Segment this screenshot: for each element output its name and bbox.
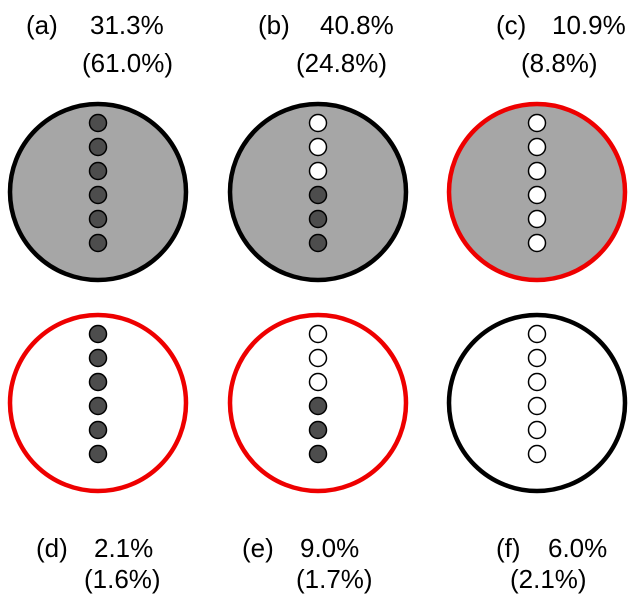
panel-b-dot-4 <box>308 185 328 205</box>
panel-c-dot-5 <box>527 209 547 229</box>
panel-e-dot-5 <box>308 420 328 440</box>
panel-d-sub: (1.6%) <box>84 564 161 594</box>
panel-d-dot-6 <box>88 444 108 464</box>
panel-d-dot-3 <box>88 372 108 392</box>
panel-d-dot-4 <box>88 396 108 416</box>
panel-c-letter: (c) <box>496 10 527 40</box>
panel-a-dot-6 <box>88 233 108 253</box>
panel-e-sub: (1.7%) <box>296 564 373 594</box>
panel-f-dot-5 <box>527 420 547 440</box>
panel-b-sub: (24.8%) <box>296 48 388 78</box>
panel-e-percent: 9.0% <box>300 533 360 563</box>
panel-a-letter: (a) <box>26 10 58 40</box>
panel-d-dot-2 <box>88 348 108 368</box>
panel-c-dot-3 <box>527 161 547 181</box>
panel-a <box>7 101 189 283</box>
panel-d-dot-1 <box>88 324 108 344</box>
panel-c-dot-1 <box>527 113 547 133</box>
panel-f-dot-1 <box>527 324 547 344</box>
panel-f-dot-6 <box>527 444 547 464</box>
panel-f-dot-4 <box>527 396 547 416</box>
panel-c-dot-4 <box>527 185 547 205</box>
panel-c-sub: (8.8%) <box>521 48 598 78</box>
panel-c <box>446 101 628 283</box>
panel-b-dot-6 <box>308 233 328 253</box>
panel-e <box>227 312 409 494</box>
panel-e-dot-1 <box>308 324 328 344</box>
panel-b-letter: (b) <box>258 10 290 40</box>
panel-f-letter: (f) <box>496 533 521 563</box>
panel-a-percent: 31.3% <box>90 10 164 40</box>
panel-a-sub: (61.0%) <box>82 48 174 78</box>
panel-f-percent: 6.0% <box>548 533 608 563</box>
panel-c-dot-6 <box>527 233 547 253</box>
panel-a-dot-2 <box>88 137 108 157</box>
panel-e-dot-6 <box>308 444 328 464</box>
panel-c-dot-2 <box>527 137 547 157</box>
panel-d-percent: 2.1% <box>94 533 154 563</box>
panel-f-sub: (2.1%) <box>510 564 587 594</box>
panel-b-dot-2 <box>308 137 328 157</box>
panel-d-dot-5 <box>88 420 108 440</box>
panel-e-letter: (e) <box>242 533 274 563</box>
panel-e-dot-3 <box>308 372 328 392</box>
panel-a-dot-3 <box>88 161 108 181</box>
panel-a-dot-1 <box>88 113 108 133</box>
panel-b-dot-1 <box>308 113 328 133</box>
panel-f <box>446 312 628 494</box>
panel-b-dot-5 <box>308 209 328 229</box>
panel-a-dot-4 <box>88 185 108 205</box>
panel-f-dot-2 <box>527 348 547 368</box>
panel-d-letter: (d) <box>36 533 68 563</box>
panel-f-dot-3 <box>527 372 547 392</box>
panel-e-dot-2 <box>308 348 328 368</box>
panel-c-percent: 10.9% <box>552 10 626 40</box>
panel-a-dot-5 <box>88 209 108 229</box>
panel-b <box>227 101 409 283</box>
panel-b-dot-3 <box>308 161 328 181</box>
panel-e-dot-4 <box>308 396 328 416</box>
panel-d <box>7 312 189 494</box>
panel-b-percent: 40.8% <box>320 10 394 40</box>
